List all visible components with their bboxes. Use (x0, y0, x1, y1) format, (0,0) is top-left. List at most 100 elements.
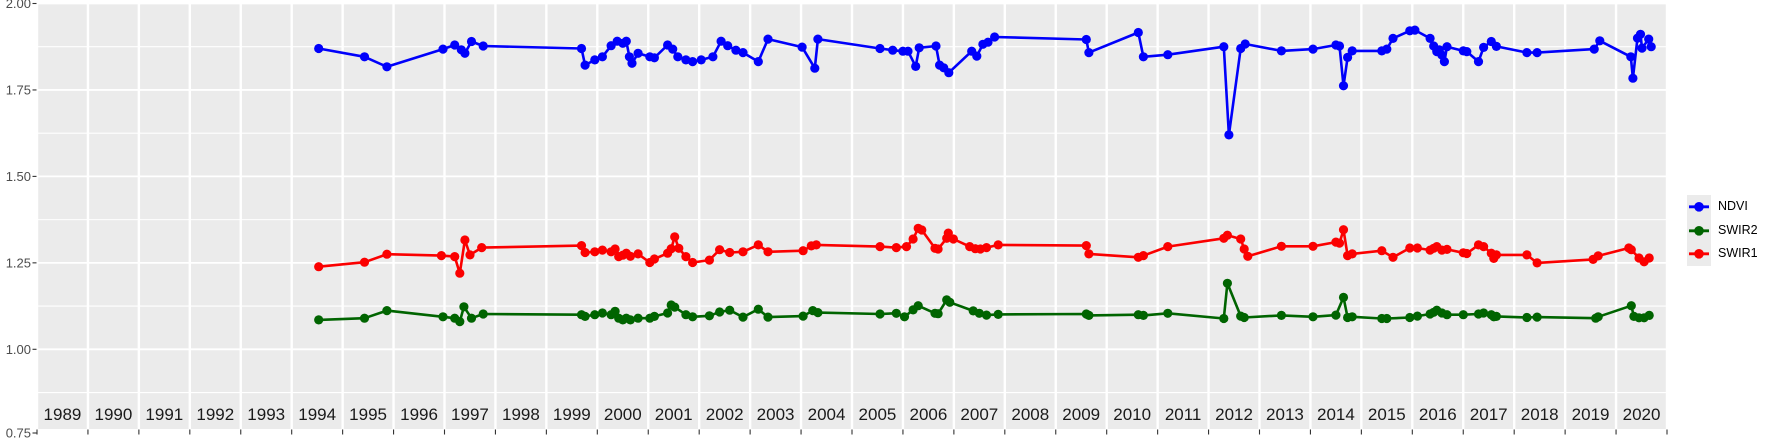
swir2-point (633, 313, 643, 323)
ndvi-point (1133, 27, 1143, 38)
swir1-point (625, 251, 636, 261)
ndvi-point (914, 43, 924, 53)
year-panel (802, 4, 851, 429)
ndvi-point (673, 52, 683, 62)
swir1-point (1644, 253, 1654, 263)
swir2-point (314, 315, 324, 325)
x-axis-year-label: 2007 (960, 405, 998, 424)
swir2-point (1626, 301, 1636, 311)
ndvi-point (972, 51, 982, 61)
swir2-point (1458, 310, 1468, 320)
swir1-point (1626, 245, 1636, 255)
ndvi-point (597, 52, 608, 62)
swir2-point (625, 315, 636, 325)
swir2-point (1331, 310, 1341, 320)
swir1-point (610, 244, 620, 254)
year-panel (547, 4, 597, 429)
swir2-point (913, 301, 923, 311)
swir2-point (455, 317, 465, 327)
ndvi-point (1138, 52, 1148, 62)
year-panel (1056, 4, 1106, 429)
legend-key-swir1 (1687, 242, 1711, 267)
x-axis-year-label: 1998 (502, 405, 540, 424)
year-panel (751, 4, 800, 429)
year-panel (1515, 4, 1564, 429)
year-panel (343, 4, 393, 429)
ndvi-point (1532, 48, 1542, 58)
swir1-point (1308, 241, 1318, 251)
ndvi-point (1439, 57, 1449, 67)
swir1-point (450, 252, 460, 262)
swir1-point (753, 240, 763, 250)
swir2-point (993, 309, 1003, 319)
swir2-point (478, 309, 488, 319)
year-panel (140, 4, 189, 429)
ndvi-point (438, 44, 448, 54)
swir2-point (1338, 292, 1349, 302)
swir1-point (465, 250, 475, 260)
swir1-point (725, 247, 735, 258)
swir2-point (1382, 313, 1392, 324)
swir1-point (1388, 252, 1398, 262)
year-panel (1260, 4, 1310, 429)
ndvi-point (627, 58, 637, 68)
x-axis-year-label: 1999 (553, 405, 591, 424)
swir2-point (438, 312, 448, 322)
x-axis-year-label: 2006 (909, 405, 947, 424)
swir2-point (466, 313, 477, 323)
year-panel (649, 4, 698, 429)
swir1-point (715, 245, 725, 255)
y-axis-tick-label: 1.50 (6, 169, 31, 184)
swir2-point (1412, 311, 1422, 321)
swir1-point (763, 247, 773, 257)
swir2-point (649, 311, 660, 321)
swir1-point (1334, 238, 1345, 248)
swir1-point (1081, 241, 1091, 251)
ndvi-point (763, 34, 773, 44)
swir1-point (477, 243, 487, 253)
swir2-point (1163, 308, 1173, 318)
x-axis-year-label: 1992 (196, 405, 234, 424)
legend-label-ndvi: NDVI (1718, 199, 1748, 213)
y-axis-tick-label: 0.75 (6, 426, 31, 441)
year-panel (955, 4, 1004, 429)
swir2-point (1219, 313, 1229, 324)
ndvi-point (1637, 43, 1647, 53)
ndvi-point (1626, 52, 1636, 62)
swir2-point (610, 306, 620, 316)
swir2-point (1479, 308, 1489, 318)
swir1-point (1243, 251, 1253, 261)
ndvi-point (590, 55, 600, 65)
swir1-point (460, 235, 470, 245)
swir2-point (663, 308, 673, 318)
y-axis-tick-label: 2.00 (6, 0, 31, 11)
year-panel (904, 4, 953, 429)
ndvi-point (1081, 34, 1091, 45)
swir2-point (981, 310, 992, 320)
y-axis-tick-label: 1.75 (6, 82, 31, 97)
ndvi-point (466, 36, 477, 47)
ndvi-point (1635, 29, 1646, 39)
year-panel (394, 4, 444, 429)
ndvi-point (983, 37, 993, 47)
ndvi-point (1410, 25, 1420, 35)
swir2-point (1644, 310, 1654, 320)
ndvi-point (1491, 41, 1501, 52)
swir1-point (1377, 246, 1387, 256)
x-axis-year-label: 2010 (1113, 405, 1151, 424)
ndvi-point (931, 41, 941, 51)
x-axis-year-label: 2013 (1266, 405, 1304, 424)
x-axis-year-label: 1996 (400, 405, 438, 424)
swir1-point (455, 268, 465, 278)
x-axis-year-label: 2015 (1368, 405, 1406, 424)
line-point-icon (1689, 249, 1709, 259)
ndvi-point (716, 36, 726, 46)
swir1-point (633, 249, 643, 259)
ndvi-point (1347, 46, 1357, 56)
x-axis-year-label: 2011 (1165, 405, 1202, 424)
x-axis-year-label: 2003 (757, 405, 795, 424)
legend-entry-ndvi: NDVI (1687, 195, 1758, 219)
ndvi-point (576, 43, 587, 54)
